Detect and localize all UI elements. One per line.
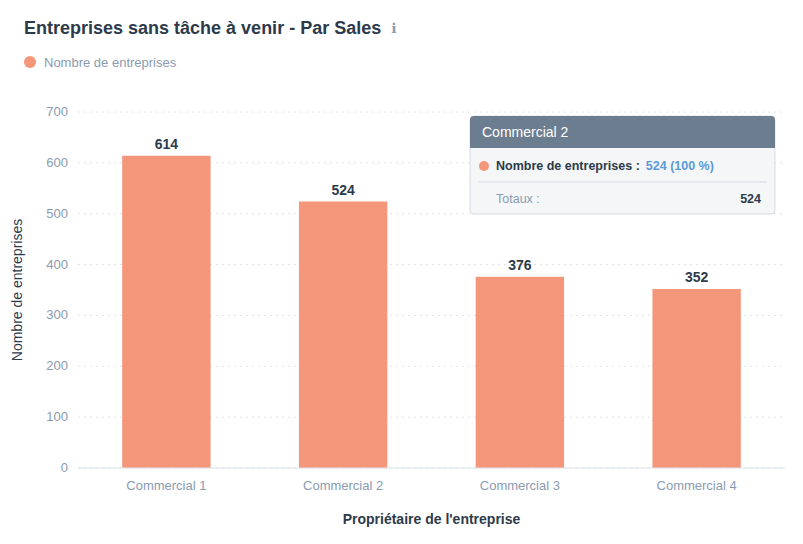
y-axis-label: Nombre de entreprises — [9, 219, 25, 361]
y-tick-label: 400 — [46, 257, 68, 272]
x-tick-label: Commercial 4 — [657, 478, 737, 493]
x-axis-line — [78, 467, 785, 468]
info-icon: ℹ — [391, 20, 396, 36]
legend: Nombre de entreprises — [24, 55, 177, 70]
y-tick-label: 100 — [46, 409, 68, 424]
y-tick-label: 300 — [46, 307, 68, 322]
bar[interactable] — [299, 202, 387, 468]
tooltip-body — [470, 116, 775, 214]
tooltip-swatch — [479, 161, 489, 171]
title: Entreprises sans tâche à venir - Par Sal… — [24, 18, 381, 38]
tooltip-value: 524 (100 %) — [646, 159, 714, 173]
grid-line — [78, 112, 785, 113]
y-tick-label: 700 — [46, 104, 68, 119]
x-tick-label: Commercial 1 — [126, 478, 206, 493]
tooltip-total: 524 — [740, 192, 761, 206]
y-tick-label: 600 — [46, 155, 68, 170]
background — [0, 0, 803, 544]
legend-label: Nombre de entreprises — [44, 55, 177, 70]
data-label: 524 — [331, 182, 355, 198]
grid-line — [78, 468, 785, 469]
tooltip-header — [470, 116, 775, 148]
data-label: 352 — [685, 269, 709, 285]
data-label: 614 — [155, 136, 179, 152]
grid — [78, 112, 785, 468]
y-tick-label: 200 — [46, 358, 68, 373]
data-label: 376 — [508, 257, 532, 273]
bar[interactable] — [652, 289, 740, 468]
x-axis-label: Propriétaire de l'entreprise — [343, 511, 521, 527]
tooltip-total-label: Totaux : — [496, 192, 540, 206]
x-tick-label: Commercial 3 — [480, 478, 560, 493]
tooltip-label: Nombre de entreprises : — [496, 159, 640, 173]
bar[interactable] — [476, 277, 564, 468]
chart-container: Entreprises sans tâche à venir - Par Sal… — [0, 0, 803, 544]
x-tick-label: Commercial 2 — [303, 478, 383, 493]
chart: Entreprises sans tâche à venir - Par Sal… — [0, 0, 803, 544]
y-tick-label: 0 — [61, 460, 68, 475]
legend-swatch — [24, 56, 36, 68]
bar[interactable] — [122, 156, 210, 468]
tooltip: Commercial 2 Nombre de entreprises : 524 (… — [470, 116, 775, 214]
tooltip-title: Commercial 2 — [482, 124, 569, 140]
tooltip-separator — [478, 182, 767, 183]
y-tick-label: 500 — [46, 206, 68, 221]
